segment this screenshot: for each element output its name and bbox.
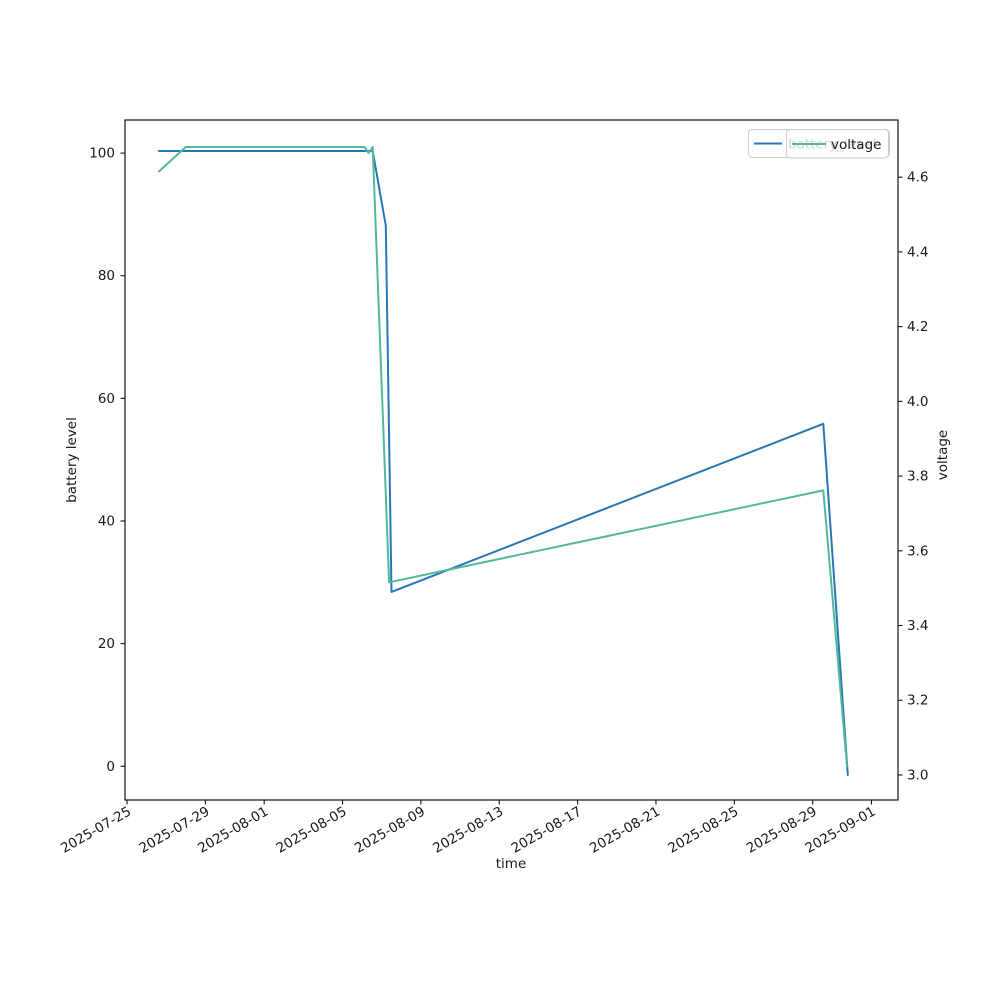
x-tick-label: 2025-08-21 [587, 804, 663, 857]
y-right-tick-label: 3.4 [907, 618, 928, 634]
legend-label-voltage: voltage [831, 137, 881, 153]
y-axis-right-ticks: 3.0 3.2 3.4 3.6 3.8 4.0 4.2 4.4 4.6 [898, 170, 928, 783]
y-left-tick-label: 40 [98, 514, 115, 530]
y-right-tick-label: 4.2 [907, 319, 928, 335]
legend-voltage: voltage [786, 129, 889, 159]
x-axis-label: time [496, 856, 527, 872]
x-tick-label: 2025-08-09 [352, 804, 428, 857]
y-right-tick-label: 4.4 [907, 244, 928, 260]
x-tick-label: 2025-08-05 [274, 804, 350, 857]
y-left-tick-label: 100 [89, 146, 115, 162]
y-axis-label-right: voltage [935, 430, 951, 480]
y-axis-label-left: battery level [64, 417, 80, 503]
y-left-tick-label: 20 [98, 636, 115, 652]
y-left-tick-label: 0 [106, 759, 115, 775]
y-right-tick-label: 4.6 [907, 170, 928, 186]
y-left-tick-label: 60 [98, 391, 115, 407]
x-tick-label: 2025-08-13 [430, 804, 506, 857]
y-right-tick-label: 3.8 [907, 469, 928, 485]
y-right-tick-label: 3.2 [907, 693, 928, 709]
x-tick-label: 2025-07-25 [58, 804, 134, 857]
y-left-tick-label: 80 [98, 268, 115, 284]
legend-box [786, 129, 889, 159]
voltage-line [157, 150, 849, 776]
y-right-tick-label: 3.6 [907, 543, 928, 559]
x-tick-label: 2025-08-25 [665, 804, 741, 857]
y-axis-left-ticks: 0 20 40 60 80 100 [89, 146, 125, 775]
y-right-tick-label: 4.0 [907, 394, 928, 410]
plot-area-frame [124, 119, 899, 801]
x-tick-label: 2025-08-17 [509, 804, 585, 857]
battery-level-line [157, 146, 848, 768]
y-right-tick-label: 3.0 [907, 767, 928, 783]
